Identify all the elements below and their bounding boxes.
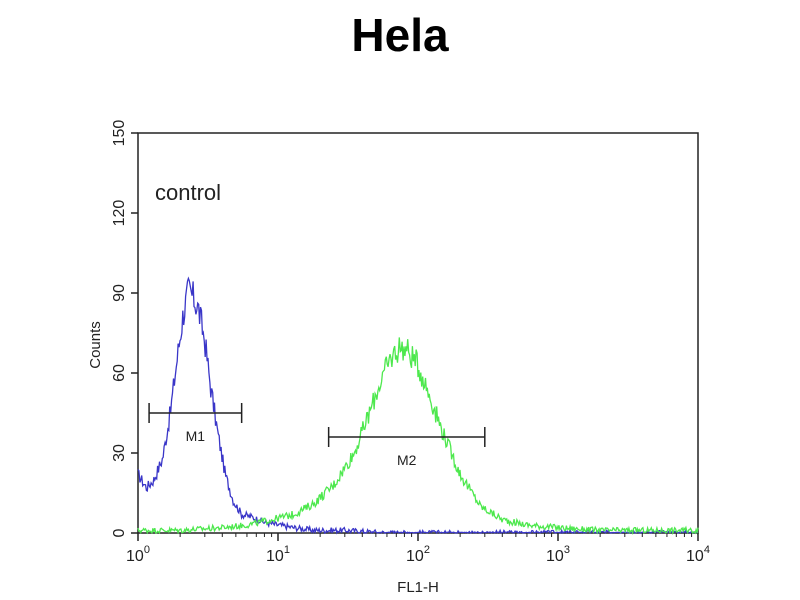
gate-label: M1 — [186, 428, 206, 444]
gate-label: M2 — [397, 452, 417, 468]
plot-frame — [137, 132, 699, 534]
gate-m1: M1 — [148, 403, 243, 444]
y-axis: 0 30 60 90 120 150 — [111, 120, 138, 537]
x-tick-label: 101 — [266, 544, 290, 565]
series-layer — [137, 276, 699, 536]
y-tick-label: 90 — [111, 284, 128, 302]
x-axis-label: FL1-H — [397, 579, 439, 596]
x-axis: 100 101 102 103 104 — [126, 533, 710, 565]
chart-title: Hela — [351, 9, 449, 61]
histogram-series-2 — [137, 337, 699, 536]
y-tick-label: 120 — [111, 200, 128, 227]
gate-m2: M2 — [327, 427, 486, 468]
control-label: control — [155, 180, 221, 205]
y-tick-label: 0 — [111, 528, 128, 537]
y-tick-label: 30 — [111, 444, 128, 462]
marker-layer: M1 M2 — [148, 403, 486, 468]
histogram-series-1 — [137, 276, 698, 535]
x-tick-label: 102 — [406, 544, 430, 565]
x-tick-label: 104 — [686, 544, 710, 565]
y-axis-label: Counts — [87, 321, 104, 369]
x-tick-label: 100 — [126, 544, 150, 565]
y-tick-label: 60 — [111, 364, 128, 382]
y-tick-label: 150 — [111, 120, 128, 147]
x-tick-label: 103 — [546, 544, 570, 565]
